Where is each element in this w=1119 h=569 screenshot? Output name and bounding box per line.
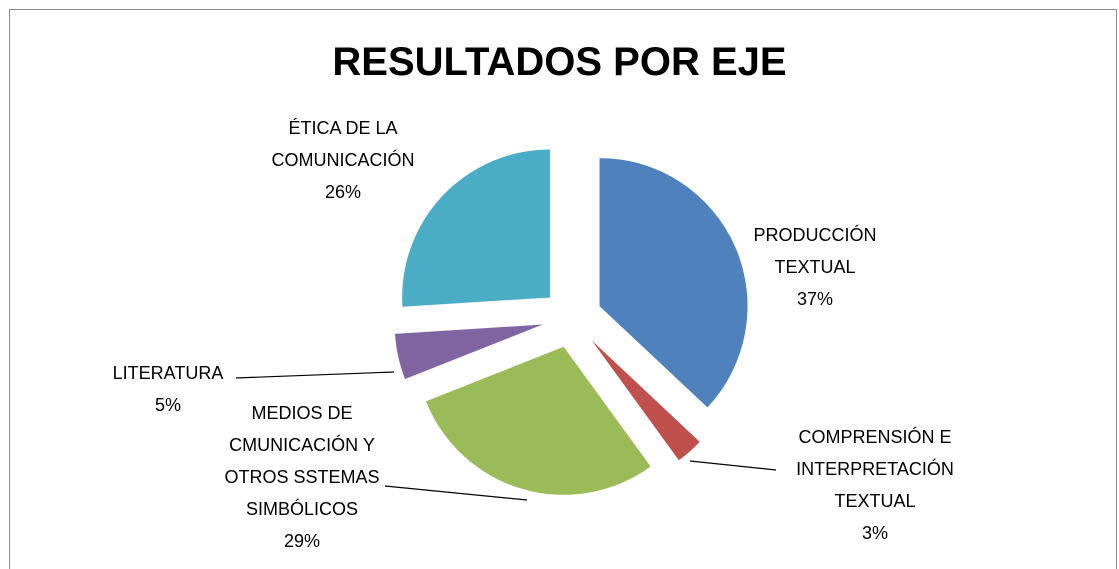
value-label: 3% [861,523,888,543]
value-label: 26% [324,182,362,202]
slice-label: MEDIOS DE CMUNICACIÓN Y OTROS SSTEMAS SI… [212,397,392,557]
slice-label: ÉTICA DE LA COMUNICACIÓN 26% [262,112,424,208]
leader-line [384,485,528,501]
pie-slice [395,324,543,380]
category-label: ÉTICA DE LA COMUNICACIÓN [271,118,415,170]
slice-label: PRODUCCIÓN TEXTUAL 37% [740,219,890,315]
category-label: MEDIOS DE CMUNICACIÓN Y OTROS SSTEMAS SI… [224,403,380,519]
pie-slice [426,346,651,495]
pie-slice [402,149,551,307]
leader-lines [235,371,777,501]
leader-line [689,460,777,471]
slice-label: LITERATURA 5% [93,357,243,421]
category-label: COMPRENSIÓN E INTERPRETACIÓN TEXTUAL [796,427,954,511]
value-label: 29% [283,531,321,551]
category-label: LITERATURA [112,363,224,383]
value-label: 37% [796,289,834,309]
chart-frame [9,9,1117,569]
category-label: PRODUCCIÓN TEXTUAL [753,225,877,277]
slice-label: COMPRENSIÓN E INTERPRETACIÓN TEXTUAL 3% [770,421,980,549]
pie-slice [591,340,700,461]
value-label: 5% [154,395,181,415]
leader-line [235,371,395,379]
chart-title: RESULTADOS POR EJE [332,40,787,84]
pie-slice [599,158,748,408]
